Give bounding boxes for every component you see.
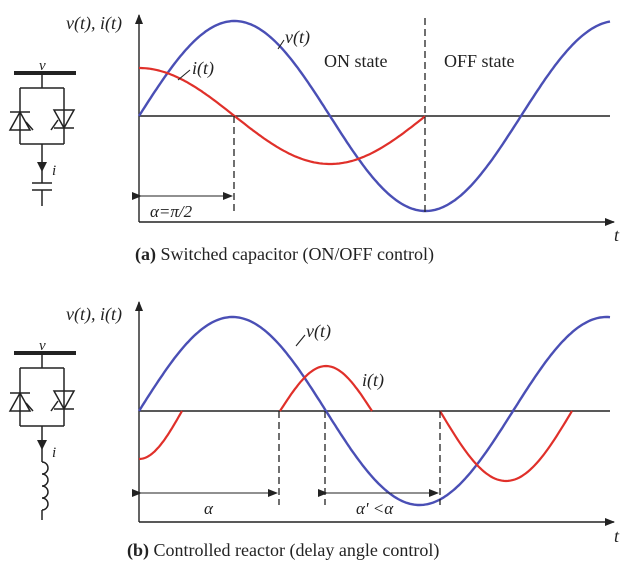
y-axis-label-b: v(t), i(t) [66,304,122,325]
caption-a: (a) Switched capacitor (ON/OFF control) [135,244,434,265]
voltage-curve-a [137,19,611,213]
current-pulse-1 [138,410,183,461]
current-pulse-3 [439,410,573,483]
x-axis-label-b: t [614,526,620,546]
x-axis-label-a: t [614,225,620,245]
off-state-label: OFF state [444,51,515,71]
circuit-current-label: i [52,445,56,461]
alpha-label-b: α [204,499,214,518]
on-state-label: ON state [324,51,387,71]
v-label-a: v(t) [285,27,310,48]
alpha-label-a: α=π/2 [150,202,193,221]
current-pulse-2 [279,364,373,412]
i-label-b: i(t) [362,370,384,391]
circuit-node-label: v [39,58,46,74]
panel-a: v i v(t), i(t) t v(t) i(t) ON state OFF … [8,13,620,265]
inductor-coil [41,461,49,511]
caption-b: (b) Controlled reactor (delay angle cont… [127,540,439,561]
circuit-b-thyristor-reactor: v i [8,338,76,520]
voltage-curve-b [137,315,611,507]
v-label-b: v(t) [306,321,331,342]
alpha-prime-label: α' <α [356,499,394,518]
circuit-a-thyristor-capacitor: v i [8,58,76,206]
current-curve-a [139,66,426,166]
panel-b: v i v(t), i(t) t v(t) i(t) α α' <α (b) C… [8,301,620,561]
i-label-a: i(t) [192,58,214,79]
y-axis-label-a: v(t), i(t) [66,13,122,34]
circuit-node-label: v [39,338,46,354]
circuit-current-label: i [52,163,56,179]
